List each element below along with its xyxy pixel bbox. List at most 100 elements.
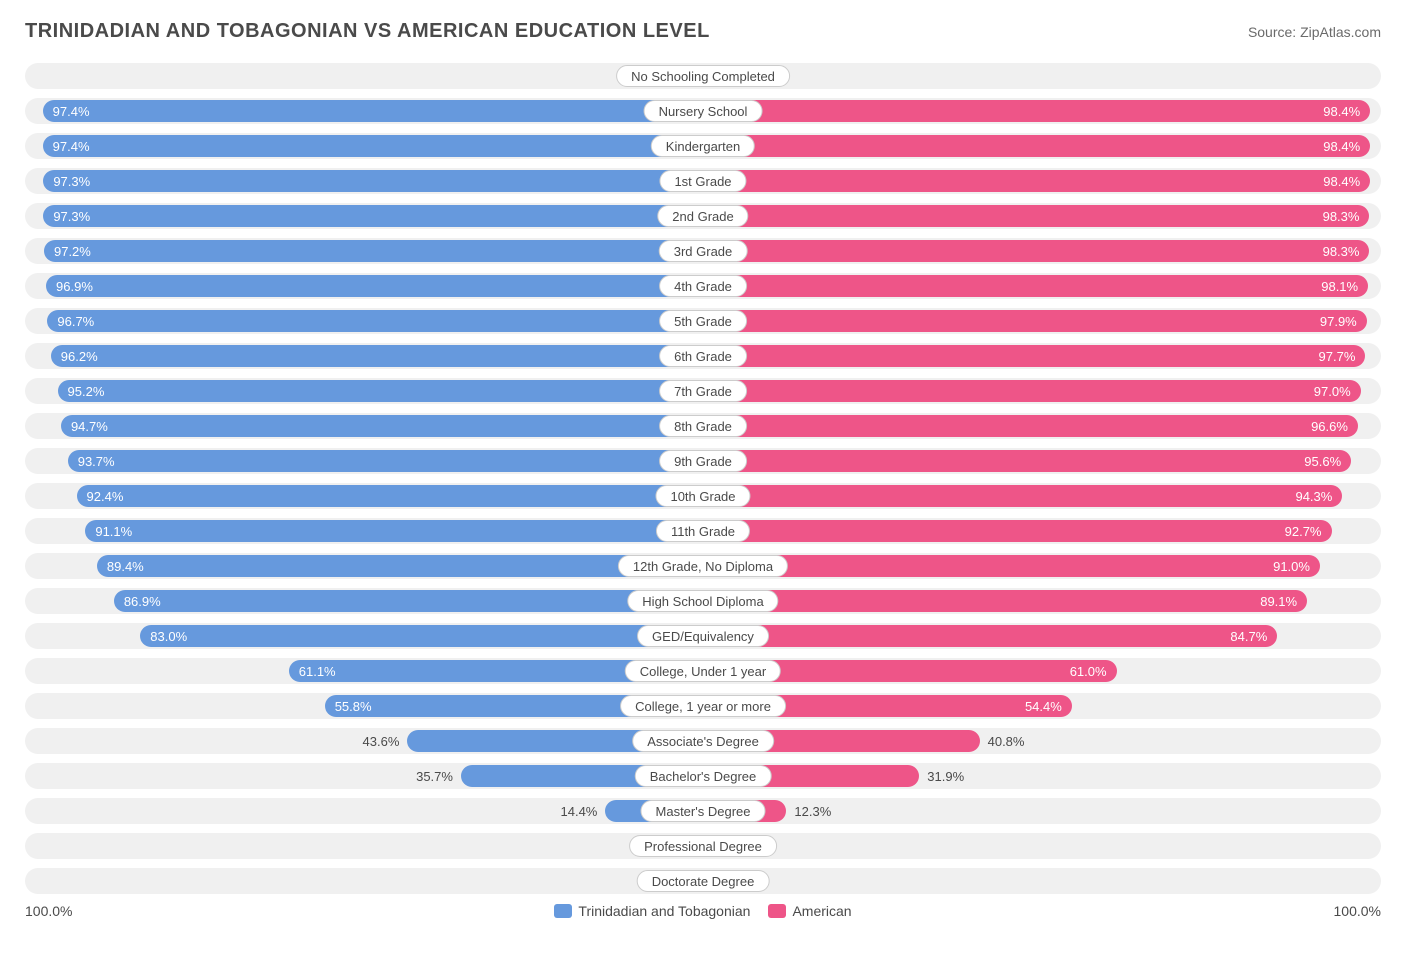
bar-right-value: 12.3% [794, 800, 831, 822]
row-left-half: 97.3% [25, 168, 703, 194]
bar-left: 96.9% [46, 275, 703, 297]
bar-right: 98.4% [703, 135, 1370, 157]
chart-row: 97.3%98.3%2nd Grade [25, 203, 1381, 229]
row-right-half: 98.4% [703, 133, 1381, 159]
bar-left-value: 95.2% [68, 384, 105, 399]
bar-left-value: 14.4% [561, 800, 598, 822]
row-right-half: 84.7% [703, 623, 1381, 649]
bar-right-value: 54.4% [1025, 699, 1062, 714]
bar-right: 95.6% [703, 450, 1351, 472]
row-left-half: 55.8% [25, 693, 703, 719]
bar-left: 93.7% [68, 450, 703, 472]
bar-left-value: 55.8% [335, 699, 372, 714]
bar-left: 92.4% [77, 485, 703, 507]
bar-left-value: 91.1% [95, 524, 132, 539]
row-left-half: 35.7% [25, 763, 703, 789]
bar-right-value: 96.6% [1311, 419, 1348, 434]
chart-row: 93.7% 95.6% 9th Grade [25, 448, 1381, 474]
bar-right-value: 61.0% [1070, 664, 1107, 679]
row-category-label: GED/Equivalency [637, 625, 769, 647]
row-category-label: 1st Grade [659, 170, 746, 192]
bar-right: 97.9% [703, 310, 1367, 332]
row-right-half: 98.3% [703, 203, 1381, 229]
row-category-label: 10th Grade [655, 485, 750, 507]
row-right-half: 92.7% [703, 518, 1381, 544]
row-right-half: 98.4% [703, 98, 1381, 124]
bar-right-value: 97.9% [1320, 314, 1357, 329]
row-category-label: 3rd Grade [659, 240, 748, 262]
legend-swatch-left [554, 904, 572, 918]
bar-left: 96.2% [51, 345, 703, 367]
row-right-half: 12.3% [703, 798, 1381, 824]
bar-right: 98.3% [703, 240, 1369, 262]
row-category-label: 6th Grade [659, 345, 747, 367]
row-left-half: 92.4% [25, 483, 703, 509]
row-category-label: 7th Grade [659, 380, 747, 402]
bar-left-value: 93.7% [78, 454, 115, 469]
row-left-half: 97.3% [25, 203, 703, 229]
bar-left-value: 97.3% [53, 174, 90, 189]
bar-right: 94.3% [703, 485, 1342, 507]
chart-row: 96.9%98.1%4th Grade [25, 273, 1381, 299]
row-left-half: 96.9% [25, 273, 703, 299]
bar-left: 86.9% [114, 590, 703, 612]
bar-right-value: 97.7% [1319, 349, 1356, 364]
row-left-half: 91.1% [25, 518, 703, 544]
row-category-label: Nursery School [644, 100, 763, 122]
row-category-label: College, 1 year or more [620, 695, 786, 717]
bar-right-value: 91.0% [1273, 559, 1310, 574]
bar-right-value: 31.9% [927, 765, 964, 787]
bar-left: 95.2% [58, 380, 703, 402]
row-right-half: 40.8% [703, 728, 1381, 754]
row-left-half: 95.2% [25, 378, 703, 404]
row-right-half: 54.4% [703, 693, 1381, 719]
chart-row: 2.6%1.7%No Schooling Completed [25, 63, 1381, 89]
chart-row: 97.4%98.4%Kindergarten [25, 133, 1381, 159]
bar-right: 84.7% [703, 625, 1277, 647]
row-right-half: 61.0% [703, 658, 1381, 684]
chart-row: 4.0%3.6%Professional Degree [25, 833, 1381, 859]
bar-left-value: 96.9% [56, 279, 93, 294]
bar-right-value: 98.4% [1323, 139, 1360, 154]
chart-row: 97.2%98.3%3rd Grade [25, 238, 1381, 264]
bar-right-value: 94.3% [1295, 489, 1332, 504]
chart-row: 97.4%98.4%Nursery School [25, 98, 1381, 124]
row-right-half: 1.5% [703, 868, 1381, 894]
row-left-half: 4.0% [25, 833, 703, 859]
row-left-half: 93.7% [25, 448, 703, 474]
row-category-label: 9th Grade [659, 450, 747, 472]
bar-right-value: 98.4% [1323, 174, 1360, 189]
row-left-half: 43.6% [25, 728, 703, 754]
chart-header: TRINIDADIAN AND TOBAGONIAN VS AMERICAN E… [25, 20, 1381, 43]
chart-row: 86.9%89.1%High School Diploma [25, 588, 1381, 614]
legend-label-right: American [792, 903, 851, 919]
row-category-label: Professional Degree [629, 835, 777, 857]
row-right-half: 1.7% [703, 63, 1381, 89]
bar-right-value: 98.1% [1321, 279, 1358, 294]
row-category-label: 12th Grade, No Diploma [618, 555, 788, 577]
chart-row: 94.7%96.6%8th Grade [25, 413, 1381, 439]
bar-left-value: 96.7% [57, 314, 94, 329]
row-right-half: 96.6% [703, 413, 1381, 439]
row-right-half: 3.6% [703, 833, 1381, 859]
row-category-label: No Schooling Completed [616, 65, 790, 87]
bar-right-value: 40.8% [988, 730, 1025, 752]
row-left-half: 89.4% [25, 553, 703, 579]
row-category-label: 5th Grade [659, 310, 747, 332]
bar-right-value: 98.4% [1323, 104, 1360, 119]
row-left-half: 83.0% [25, 623, 703, 649]
legend-swatch-right [768, 904, 786, 918]
row-left-half: 2.6% [25, 63, 703, 89]
bar-left-value: 43.6% [363, 730, 400, 752]
bar-right: 97.7% [703, 345, 1365, 367]
bar-right-value: 95.6% [1304, 454, 1341, 469]
row-left-half: 1.5% [25, 868, 703, 894]
row-right-half: 97.7% [703, 343, 1381, 369]
chart-row: 96.7% 97.9% 5th Grade [25, 308, 1381, 334]
legend-label-left: Trinidadian and Tobagonian [578, 903, 750, 919]
chart-row: 14.4%12.3%Master's Degree [25, 798, 1381, 824]
row-right-half: 98.1% [703, 273, 1381, 299]
bar-left: 97.3% [43, 205, 703, 227]
chart-row: 43.6%40.8%Associate's Degree [25, 728, 1381, 754]
bar-right: 97.0% [703, 380, 1361, 402]
